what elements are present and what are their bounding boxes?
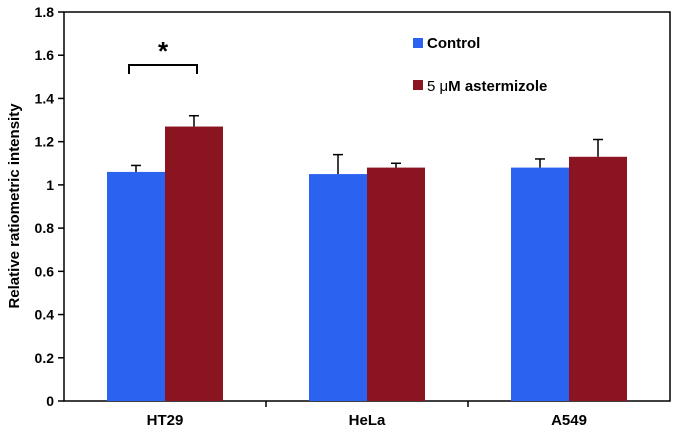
y-tick-label: 1.2	[35, 134, 55, 150]
x-tick-label-a549: A549	[551, 412, 587, 429]
y-tick-label: 1	[46, 177, 54, 193]
legend: Control 5 μM astermizole	[413, 35, 547, 95]
y-tick-label: 1.6	[35, 47, 55, 63]
x-ticks: HT29 HeLa A549	[147, 401, 587, 429]
legend-label-astermizole-prefix: 5 μ	[427, 78, 448, 95]
legend-swatch-control	[413, 38, 423, 48]
y-axis-label: Relative ratiometric intensity	[6, 103, 23, 309]
bar-control-ht29	[107, 171, 165, 401]
y-tick-label: 1.8	[35, 4, 55, 20]
legend-label-astermizole: 5 μM astermizole	[427, 78, 547, 95]
significance-bracket	[128, 64, 198, 74]
bar-astermizole-ht29	[165, 126, 223, 402]
bar-astermizole-a549	[569, 156, 627, 401]
y-tick-label: 0.4	[35, 307, 55, 323]
y-tick-label: 0	[46, 393, 54, 409]
bar-control-hela	[309, 174, 367, 401]
bars	[107, 126, 627, 402]
error-bars	[131, 114, 603, 175]
bar-astermizole-hela	[367, 167, 425, 401]
y-ticks: 0 0.2 0.4 0.6 0.8 1 1.2 1.4 1.6 1.8	[35, 4, 64, 409]
legend-label-astermizole-text: M astermizole	[448, 78, 547, 95]
legend-label-control: Control	[427, 35, 480, 52]
y-tick-label: 0.6	[35, 263, 55, 279]
bar-control-a549	[511, 167, 569, 401]
y-tick-label: 0.8	[35, 220, 55, 236]
significance-star: *	[158, 36, 169, 66]
y-tick-label: 0.2	[35, 350, 55, 366]
x-tick-label-hela: HeLa	[349, 412, 386, 429]
annotations: *	[128, 36, 198, 74]
y-tick-label: 1.4	[35, 90, 55, 106]
legend-swatch-astermizole	[413, 80, 423, 90]
x-tick-label-ht29: HT29	[147, 412, 184, 429]
